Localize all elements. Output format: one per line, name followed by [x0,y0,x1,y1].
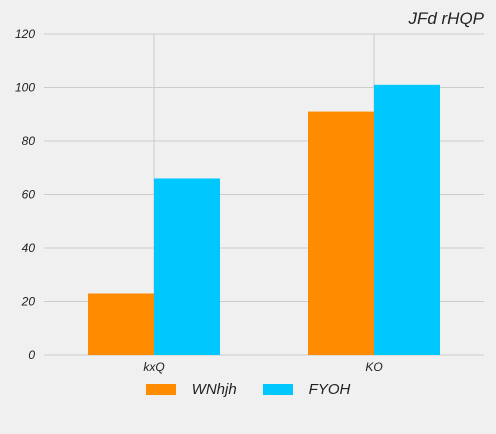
y-tick-label: 80 [22,134,36,148]
y-tick-label: 60 [22,188,36,202]
bar-fyoh [374,84,440,355]
bar-wnhjh [88,293,154,355]
legend-swatch-fyoh [262,384,293,395]
x-tick-labels: kxQ KO [143,360,382,374]
chart-title: JFd rHQP [408,9,484,28]
bar-fyoh [154,178,220,355]
legend-item-fyoh: FYOH [262,381,351,398]
y-tick-label: 0 [28,348,35,362]
legend-item-wnhjh: WNhjh [145,381,237,398]
bar-wnhjh [308,111,374,355]
bars [88,84,440,355]
legend-swatch-wnhjh [145,384,176,395]
x-tick-label: KO [365,360,382,374]
y-tick-labels: 0 20 40 60 80 100 120 [15,27,35,362]
legend-label-wnhjh: WNhjh [191,381,237,398]
legend: WNhjh FYOH [0,381,496,398]
y-tick-label: 40 [22,241,36,255]
y-tick-label: 20 [21,295,36,309]
y-tick-label: 100 [15,81,35,95]
legend-label-fyoh: FYOH [308,381,351,398]
y-tick-label: 120 [15,27,35,41]
x-tick-label: kxQ [143,360,164,374]
